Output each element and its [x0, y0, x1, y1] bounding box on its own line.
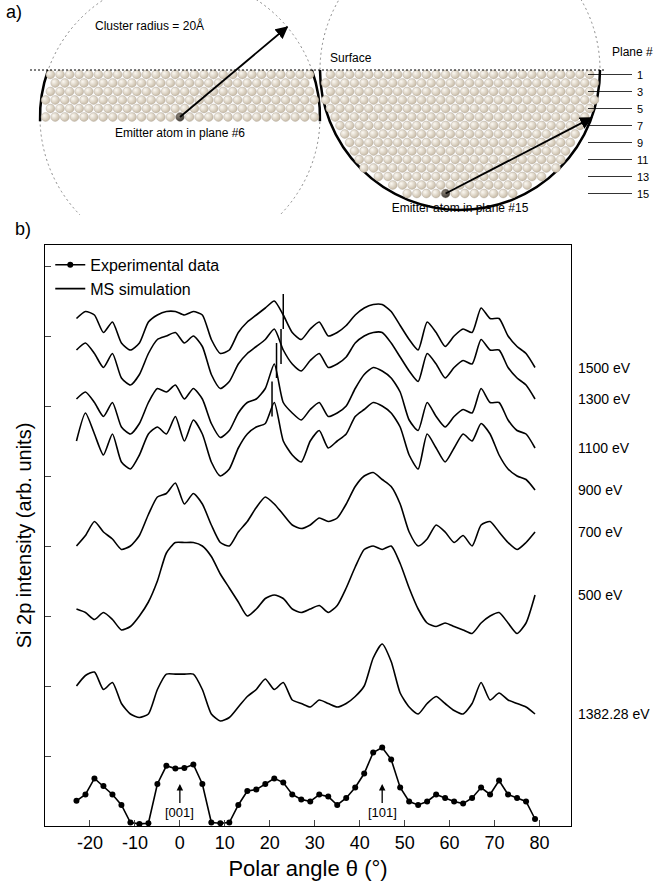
svg-text:80: 80 — [530, 833, 550, 853]
svg-text:1100 eV: 1100 eV — [578, 440, 630, 456]
svg-text:50: 50 — [395, 833, 415, 853]
svg-text:Surface: Surface — [330, 51, 372, 65]
svg-text:MS simulation: MS simulation — [90, 281, 190, 298]
svg-text:1: 1 — [637, 69, 643, 81]
svg-text:1500 eV: 1500 eV — [578, 360, 631, 376]
svg-text:[101]: [101] — [368, 805, 397, 820]
svg-text:20: 20 — [260, 833, 280, 853]
svg-text:Si 2p intensity (arb. units): Si 2p intensity (arb. units) — [13, 423, 35, 649]
svg-text:70: 70 — [485, 833, 505, 853]
svg-text:5: 5 — [637, 103, 643, 115]
svg-text:11: 11 — [637, 154, 648, 166]
svg-text:a): a) — [6, 2, 22, 22]
svg-text:-20: -20 — [77, 833, 103, 853]
svg-text:9: 9 — [637, 137, 643, 149]
svg-text:13: 13 — [637, 171, 649, 183]
svg-text:Experimental data: Experimental data — [90, 257, 219, 274]
svg-text:700 eV: 700 eV — [578, 524, 623, 540]
svg-text:Cluster radius = 20Å: Cluster radius = 20Å — [95, 18, 204, 33]
svg-text:7: 7 — [637, 120, 643, 132]
svg-text:Emitter atom in plane #6: Emitter atom in plane #6 — [115, 126, 245, 140]
svg-text:3: 3 — [637, 86, 643, 98]
svg-text:Plane #: Plane # — [612, 45, 653, 59]
svg-text:1300 eV: 1300 eV — [578, 391, 631, 407]
svg-text:900 eV: 900 eV — [578, 482, 623, 498]
svg-text:30: 30 — [305, 833, 325, 853]
svg-text:[001]: [001] — [165, 805, 194, 820]
svg-text:0: 0 — [175, 833, 185, 853]
svg-text:-10: -10 — [122, 833, 148, 853]
svg-text:40: 40 — [350, 833, 370, 853]
svg-text:60: 60 — [440, 833, 460, 853]
svg-text:1382.28 eV: 1382.28 eV — [578, 706, 650, 722]
svg-text:10: 10 — [215, 833, 235, 853]
svg-text:500 eV: 500 eV — [578, 587, 623, 603]
svg-text:15: 15 — [637, 188, 649, 200]
svg-text:b): b) — [15, 219, 31, 239]
svg-text:Polar angle θ (°): Polar angle θ (°) — [228, 856, 387, 881]
svg-text:Emitter atom in plane #15: Emitter atom in plane #15 — [392, 201, 529, 215]
